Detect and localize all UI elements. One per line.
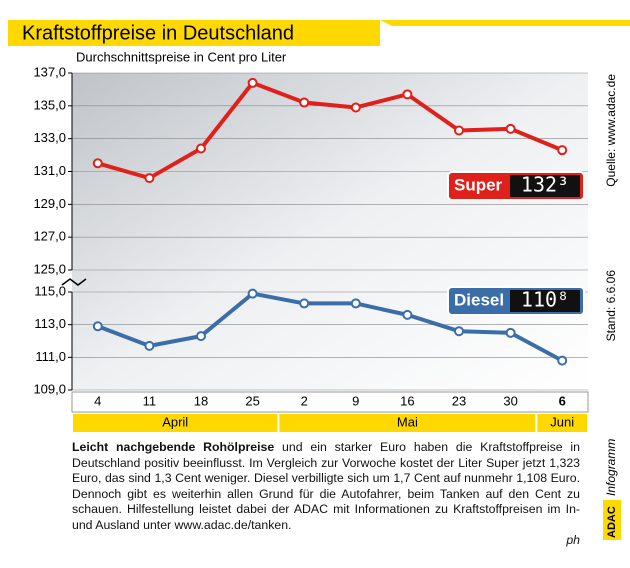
- x-row: [71, 391, 589, 413]
- month-band: [279, 414, 536, 432]
- y-tick-label: 133,0: [33, 130, 66, 145]
- description-text: und ein starker Euro haben die Kraftstof…: [72, 440, 580, 532]
- x-tick-label: 6: [559, 393, 566, 408]
- brand-box: [603, 500, 621, 540]
- x-tick-label: 25: [245, 393, 259, 408]
- data-point: [557, 355, 568, 366]
- data-point: [402, 309, 413, 320]
- month-label: Mai: [397, 414, 418, 429]
- display-box: [510, 175, 580, 197]
- data-point: [196, 331, 206, 342]
- price-display: 132³: [521, 173, 569, 197]
- source: Quelle: www.adac.de: [604, 74, 618, 187]
- data-point: [505, 123, 516, 134]
- description: Leicht nachgebende Rohölpreise und ein s…: [72, 440, 580, 549]
- brand: ADAC: [606, 506, 618, 538]
- series-line: [97, 80, 563, 181]
- y-tick-label: 137,0: [33, 64, 66, 79]
- x-tick-label: 16: [400, 393, 414, 408]
- y-tick-label: 127,0: [33, 229, 66, 244]
- x-tick-label: 2: [301, 393, 308, 408]
- x-tick-label: 23: [452, 393, 466, 408]
- y-tick-label: 111,0: [35, 349, 66, 364]
- month-band: [73, 414, 278, 432]
- series-line: [97, 291, 564, 363]
- legend-label: Super: [454, 175, 503, 194]
- month-band: [537, 414, 587, 432]
- y-tick-label: 115,0: [34, 283, 66, 298]
- date: Stand: 6.6.06: [604, 270, 618, 342]
- title-bar-edge: [380, 20, 630, 26]
- y-tick-label: 113,0: [34, 316, 66, 331]
- y-tick-label: 125,0: [33, 261, 66, 276]
- title-bar: [8, 20, 380, 46]
- x-tick-label: 4: [94, 393, 101, 408]
- chart-title: Kraftstoffpreise in Deutschland: [22, 22, 294, 44]
- month-label: Juni: [550, 414, 574, 429]
- axis-break: [61, 278, 87, 286]
- author: ph: [566, 533, 580, 547]
- x-tick-label: 11: [143, 393, 157, 408]
- data-point: [402, 89, 413, 100]
- price-display: 110⁸: [521, 288, 569, 312]
- data-point: [299, 298, 310, 309]
- data-point: [505, 327, 516, 338]
- description-bold: Leicht nachgebende Rohölpreise: [72, 440, 275, 454]
- chart-subtitle: Durchschnittspreise in Cent pro Liter: [76, 49, 287, 64]
- data-point: [299, 97, 310, 108]
- x-tick-label: 9: [352, 393, 359, 408]
- x-tick-label: 30: [503, 393, 517, 408]
- brand-suffix: Infogramm: [604, 439, 618, 496]
- data-point: [454, 125, 464, 136]
- y-tick-label: 129,0: [33, 196, 66, 211]
- y-tick-label: 135,0: [33, 97, 66, 112]
- month-label: April: [162, 414, 188, 429]
- legend-label: Diesel: [454, 290, 504, 309]
- data-point: [350, 298, 361, 309]
- data-point: [144, 340, 155, 351]
- data-point: [247, 288, 258, 299]
- data-point: [557, 145, 568, 156]
- y-tick-label: 109,0: [33, 381, 66, 396]
- y-tick-label: 131,0: [33, 163, 66, 178]
- data-point: [454, 326, 464, 337]
- data-point: [247, 77, 258, 88]
- display-box: [510, 290, 580, 312]
- data-point: [92, 158, 103, 169]
- data-point: [144, 173, 155, 184]
- data-point: [92, 321, 103, 332]
- x-tick-label: 18: [194, 393, 208, 408]
- data-point: [350, 102, 361, 113]
- data-point: [196, 143, 206, 154]
- plot-bg: [72, 73, 588, 390]
